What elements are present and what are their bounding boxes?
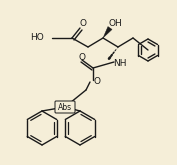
- Text: O: O: [93, 77, 101, 85]
- Text: HO: HO: [30, 33, 44, 43]
- Text: OH: OH: [108, 19, 122, 29]
- Text: NH: NH: [113, 59, 127, 67]
- FancyBboxPatch shape: [55, 101, 75, 113]
- Text: Abs: Abs: [58, 102, 72, 112]
- Polygon shape: [103, 27, 112, 38]
- Text: O: O: [79, 19, 87, 29]
- Text: O: O: [79, 52, 85, 62]
